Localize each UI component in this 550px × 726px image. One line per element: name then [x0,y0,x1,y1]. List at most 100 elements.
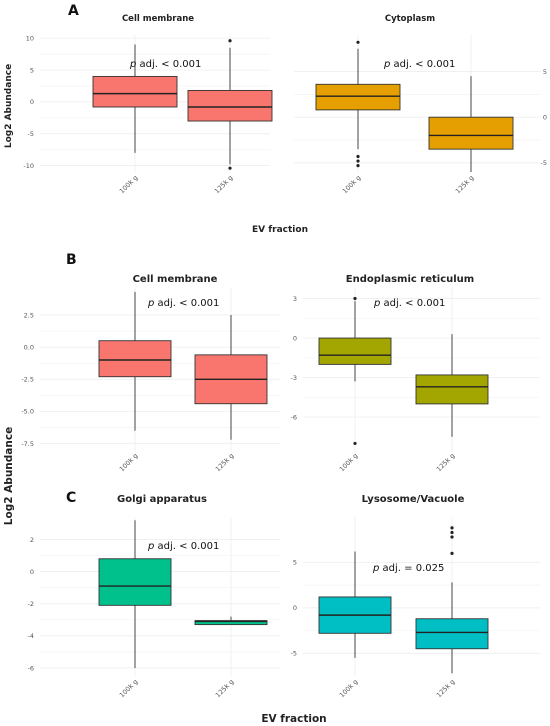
subplot-title: Lysosome/Vacuole [362,494,465,505]
subplot-title: Endoplasmic reticulum [346,274,474,285]
y-tick-label: 2.5 [24,311,34,319]
p-value-text: adj. < 0.001 [136,59,201,70]
p-value-annotation: p adj. < 0.001 [147,298,219,309]
p-value-italic: p [383,59,390,70]
subplot-5: 2 0 -2 -4 -6 100k g 125k g Golgi apparatus p adj… [28,494,280,699]
outlier-point [356,159,360,163]
y-tick-label: -2 [28,600,34,608]
box-body [98,340,172,378]
subplot-1: 10 5 0 -5 -10 100k g 125k g Cell membrane p adj.… [23,14,273,195]
box-125k-g [194,616,268,626]
subplot-2: 5 0 -5 100k g 125k g Cytoplasm p adj. < 0.001 [294,14,547,195]
subplots: 10 5 0 -5 -10 100k g 125k g Cell membrane p adj.… [21,14,547,699]
panel-letter-c: C [66,490,76,506]
box-100k-g [315,40,401,168]
y-tick-label: -5 [541,159,547,167]
outlier-point [353,441,357,446]
box-body [92,75,178,108]
p-value-italic: p [372,563,379,574]
x-tick-label: 100k g [338,452,359,473]
y-tick-label: 5 [543,68,547,76]
box-body [194,620,268,626]
x-tick-label: 100k g [118,452,139,473]
p-value-text: adj. < 0.001 [154,541,219,552]
box-body [415,618,489,650]
x-tick-label: 125k g [213,174,234,195]
box-100k-g [318,296,392,446]
p-value-annotation: p adj. < 0.001 [129,59,201,70]
outlier-point [450,530,454,535]
y-tick-label: -3 [291,374,297,382]
box-body [315,83,401,111]
p-value-italic: p [147,541,154,552]
y-tick-label: -6 [291,413,297,421]
box-125k-g [194,315,268,440]
outlier-point [228,166,232,170]
subplot-3: 2.5 0.0 -2.5 -5.0 -7.5 100k g 125k g Cell membr… [21,274,280,473]
box-100k-g [98,291,172,431]
outlier-point [353,296,357,301]
box-100k-g [98,520,172,668]
y-tick-label: -4 [28,632,34,640]
box-125k-g [187,39,273,170]
box-body [187,89,273,122]
subplot-title: Cell membrane [133,274,218,285]
y-tick-label: -7.5 [21,440,34,448]
outlier-point [450,526,454,530]
outlier-point [450,551,454,555]
subplot-title: Cytoplasm [385,14,435,24]
y-tick-label: 10 [26,34,34,42]
x-tick-label: 100k g [118,174,139,195]
box-body [428,116,514,150]
p-value-text: adj. < 0.001 [154,298,219,309]
y-axis-title-bc: Log2 Abundance [3,427,15,525]
y-tick-label: 0 [543,114,547,122]
x-tick-label: 125k g [454,174,475,195]
box-100k-g [92,44,178,153]
y-tick-label: 0 [30,98,34,106]
x-tick-label: 100k g [341,174,362,195]
y-tick-label: -5.0 [21,408,34,416]
y-tick-label: -5 [291,650,297,658]
x-tick-label: 125k g [435,678,456,699]
p-value-annotation: p adj. < 0.001 [147,541,219,552]
p-value-italic: p [129,59,136,70]
p-value-annotation: p adj. < 0.001 [383,59,455,70]
y-tick-label: -5 [28,130,34,138]
y-tick-label: 0 [293,604,297,612]
y-tick-label: 0 [30,568,34,576]
p-value-annotation: p adj. < 0.001 [373,298,445,309]
y-tick-label: 5 [30,66,34,74]
box-125k-g [415,526,489,674]
subplot-title: Cell membrane [122,14,194,24]
x-axis-title-bc: EV fraction [261,713,326,725]
outlier-point [356,164,360,168]
y-tick-label: -2.5 [21,376,34,384]
box-100k-g [318,551,392,658]
outlier-point [450,535,454,539]
p-value-annotation: p adj. = 0.025 [372,563,444,574]
y-tick-label: 3 [293,295,297,303]
outlier-point [228,39,232,43]
box-body [98,558,172,606]
p-value-text: adj. < 0.001 [380,298,445,309]
y-tick-label: 0 [293,334,297,342]
outlier-point [356,40,360,44]
x-tick-label: 100k g [338,678,359,699]
x-tick-label: 100k g [118,678,139,699]
p-value-text: adj. < 0.001 [390,59,455,70]
box-125k-g [415,334,489,437]
panel-letter-a: A [68,3,79,19]
y-tick-label: 2 [30,536,34,544]
x-tick-label: 125k g [214,678,235,699]
box-125k-g [428,76,514,172]
y-tick-label: -10 [23,162,34,170]
panel-letter-b: B [66,252,77,268]
y-axis-title-a: Log2 Abundance [4,64,14,148]
y-tick-label: 0.0 [24,343,34,351]
box-body [318,337,392,365]
p-value-italic: p [373,298,380,309]
y-tick-label: -6 [28,664,34,672]
y-tick-label: 5 [293,559,297,567]
